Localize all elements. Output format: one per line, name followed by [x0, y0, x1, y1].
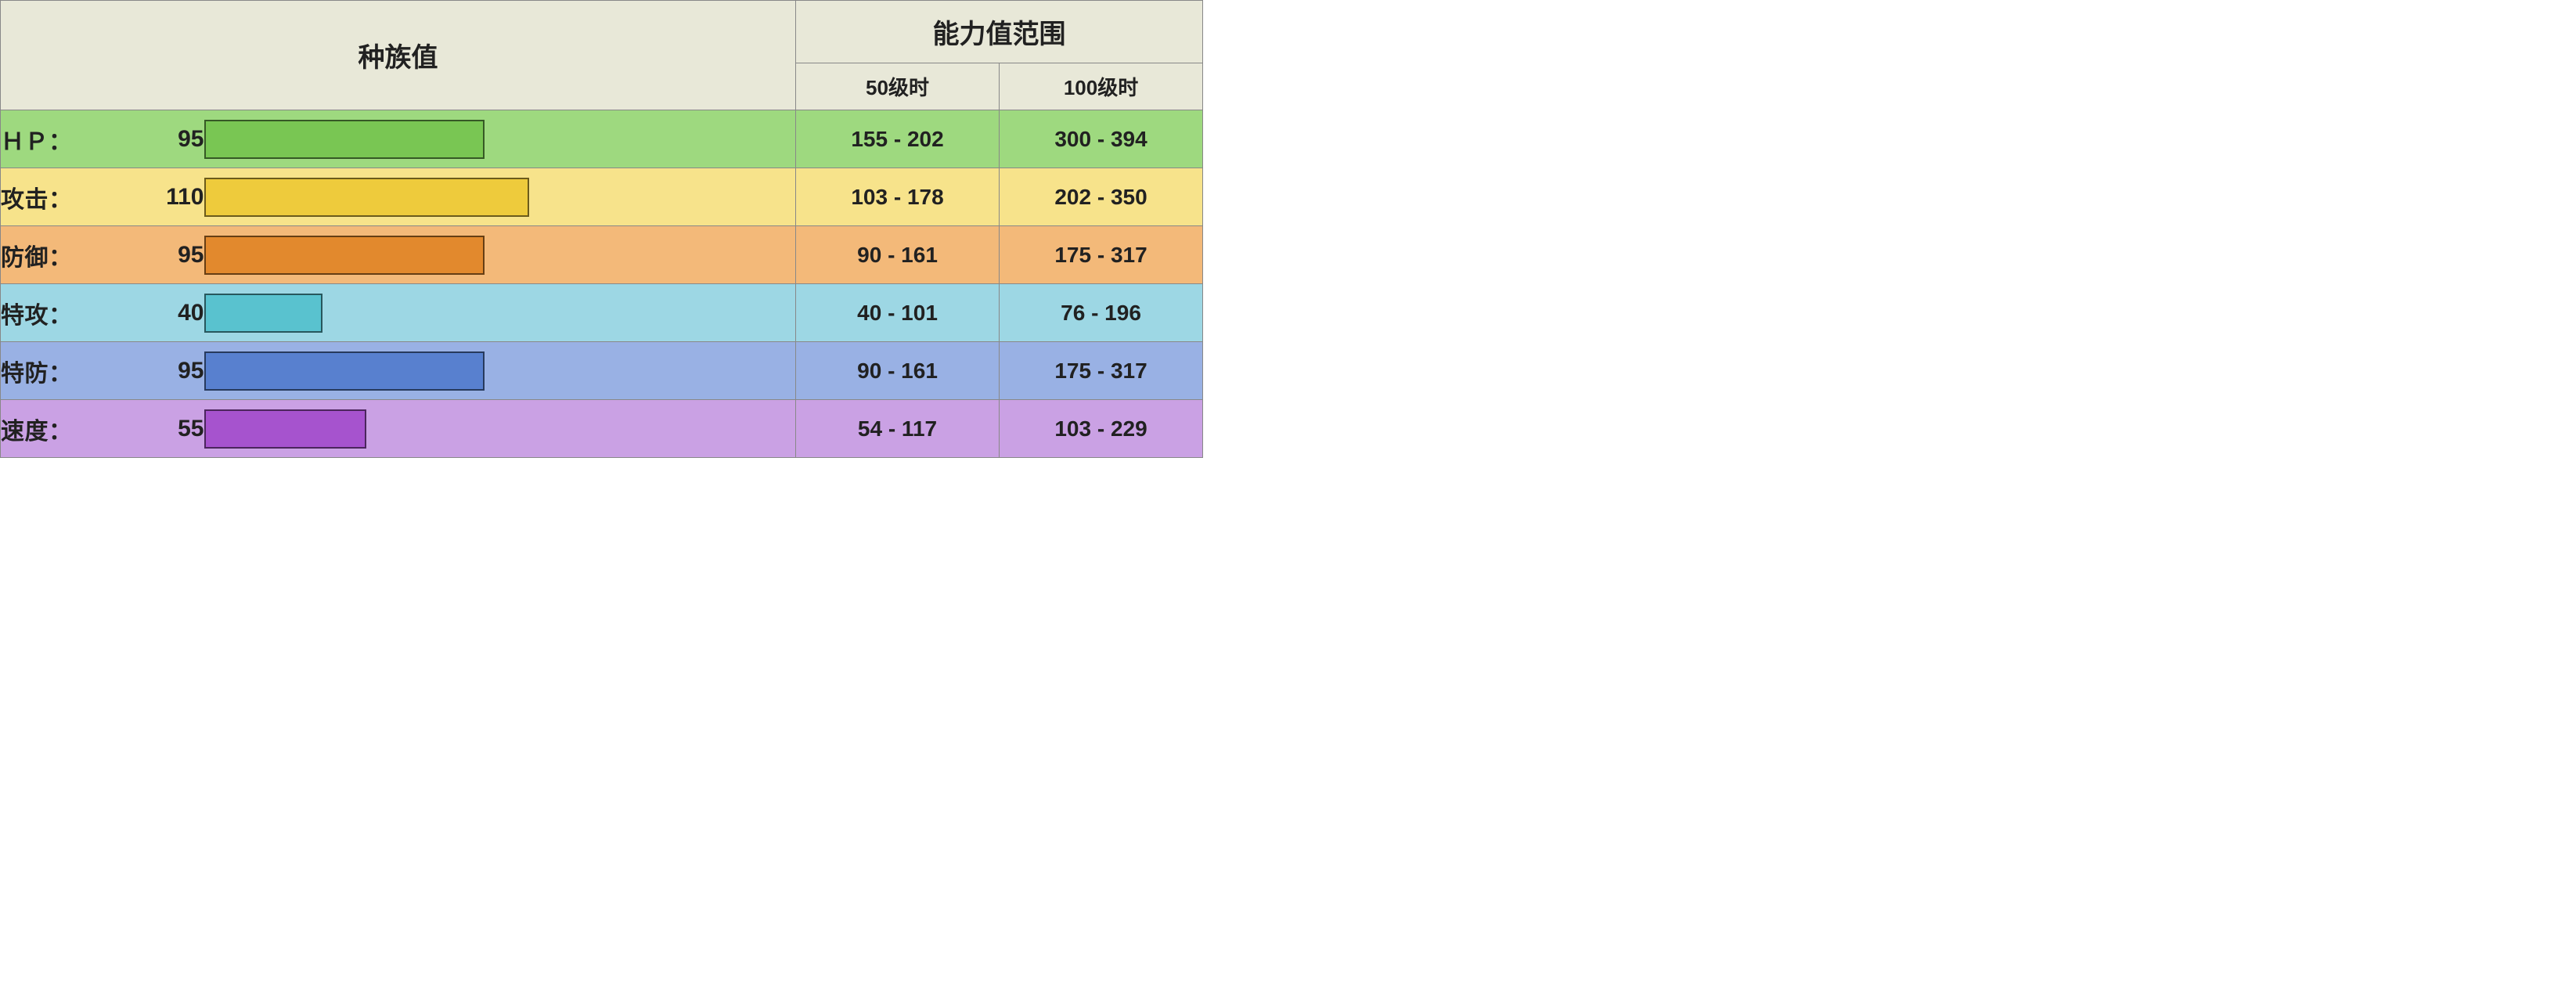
stat-label: ＨＰ：: [1, 110, 110, 168]
stat-range-lv50: 54 - 117: [796, 400, 1000, 458]
stat-range-lv100: 175 - 317: [1000, 226, 1203, 284]
stat-range-lv50: 90 - 161: [796, 342, 1000, 400]
stat-range-lv50: 90 - 161: [796, 226, 1000, 284]
stat-bar-cell: [204, 342, 796, 400]
stat-label: 特攻：: [1, 284, 110, 342]
stat-bar-track: [204, 409, 796, 449]
stat-value: 95: [110, 226, 204, 284]
stat-range-lv50: 155 - 202: [796, 110, 1000, 168]
stat-range-lv50: 40 - 101: [796, 284, 1000, 342]
base-stats-table: 种族值 能力值范围 50级时 100级时 ＨＰ：95155 - 202300 -…: [0, 0, 1203, 458]
stat-range-lv100: 175 - 317: [1000, 342, 1203, 400]
stat-bar-cell: [204, 226, 796, 284]
stat-bar-cell: [204, 400, 796, 458]
stat-bar-cell: [204, 110, 796, 168]
stat-value: 55: [110, 400, 204, 458]
table-body: ＨＰ：95155 - 202300 - 394攻击：110103 - 17820…: [1, 110, 1203, 458]
stat-bar-fill: [204, 409, 367, 449]
stat-bar-track: [204, 236, 796, 275]
header-lv100: 100级时: [1000, 63, 1203, 110]
stat-bar-fill: [204, 351, 485, 391]
stat-label: 速度：: [1, 400, 110, 458]
stat-label: 攻击：: [1, 168, 110, 226]
stat-bar-track: [204, 178, 796, 217]
stat-row-sp_atk: 特攻：40 40 - 10176 - 196: [1, 284, 1203, 342]
stat-value: 110: [110, 168, 204, 226]
stat-value: 95: [110, 110, 204, 168]
stat-range-lv100: 202 - 350: [1000, 168, 1203, 226]
stat-range-lv100: 103 - 229: [1000, 400, 1203, 458]
stat-label: 特防：: [1, 342, 110, 400]
stat-row-attack: 攻击：110 103 - 178202 - 350: [1, 168, 1203, 226]
header-stat-range: 能力值范围: [796, 1, 1203, 63]
stat-range-lv50: 103 - 178: [796, 168, 1000, 226]
stat-bar-track: [204, 294, 796, 333]
stat-value: 95: [110, 342, 204, 400]
stat-label: 防御：: [1, 226, 110, 284]
stat-row-hp: ＨＰ：95 155 - 202300 - 394: [1, 110, 1203, 168]
header-lv50: 50级时: [796, 63, 1000, 110]
stat-bar-fill: [204, 294, 322, 333]
stat-row-sp_def: 特防：95 90 - 161175 - 317: [1, 342, 1203, 400]
stat-bar-cell: [204, 284, 796, 342]
table-header: 种族值 能力值范围 50级时 100级时: [1, 1, 1203, 110]
stat-range-lv100: 300 - 394: [1000, 110, 1203, 168]
header-base-stats: 种族值: [1, 1, 796, 110]
stat-row-defense: 防御：95 90 - 161175 - 317: [1, 226, 1203, 284]
stat-bar-fill: [204, 178, 530, 217]
stat-row-speed: 速度：55 54 - 117103 - 229: [1, 400, 1203, 458]
stat-range-lv100: 76 - 196: [1000, 284, 1203, 342]
stat-bar-track: [204, 120, 796, 159]
stat-bar-fill: [204, 236, 485, 275]
stat-bar-cell: [204, 168, 796, 226]
stat-bar-fill: [204, 120, 485, 159]
stat-value: 40: [110, 284, 204, 342]
stat-bar-track: [204, 351, 796, 391]
